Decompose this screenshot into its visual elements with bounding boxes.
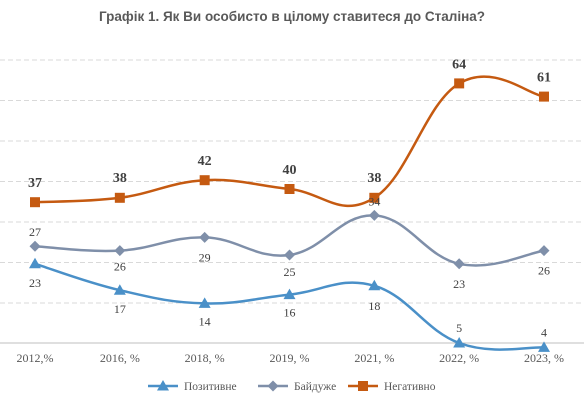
series-markers: [29, 78, 550, 352]
data-point: [29, 240, 41, 252]
data-label: 29: [199, 250, 211, 264]
legend-marker: [267, 380, 279, 392]
chart-title: Графік 1. Як Ви особисто в цілому ставит…: [99, 9, 485, 24]
x-tick-label: 2016, %: [100, 351, 140, 365]
data-label: 16: [284, 306, 296, 320]
data-point: [283, 288, 296, 300]
legend-label: Негативно: [384, 381, 436, 393]
data-point: [198, 297, 211, 308]
legend-label: Позитивне: [184, 381, 237, 393]
data-label: 18: [368, 299, 380, 313]
x-tick-label: 2023, %: [524, 351, 564, 365]
data-label: 23: [453, 277, 465, 291]
data-label: 26: [114, 260, 126, 274]
data-label: 34: [368, 194, 380, 208]
data-label: 26: [538, 264, 550, 278]
x-tick-label: 2022, %: [439, 351, 479, 365]
data-point: [368, 279, 381, 291]
data-label: 38: [113, 171, 127, 186]
x-axis-ticks: 2012,% 2016, % 2018, % 2019, % 2021, % 2022, …: [17, 351, 565, 365]
data-label: 17: [114, 302, 126, 316]
data-point: [30, 197, 40, 208]
x-tick-label: 2018, %: [185, 351, 225, 365]
data-label: 38: [367, 171, 381, 186]
data-label: 25: [284, 265, 296, 279]
data-point: [29, 257, 41, 269]
x-tick-label: 2012,%: [17, 351, 54, 365]
legend: Позитивне Байдуже Негативно: [148, 380, 436, 393]
legend-label: Байдуже: [294, 381, 336, 393]
data-label: 4: [541, 325, 547, 339]
data-point: [368, 209, 380, 221]
data-point: [113, 284, 126, 295]
data-label: 40: [283, 163, 297, 178]
data-point: [114, 192, 125, 203]
data-label: 42: [198, 154, 212, 169]
data-labels: 23 17 14 16 18 5 4 27 26 29 25 34 23 26 37 38 42 40 38 64 61: [28, 57, 551, 339]
data-point: [539, 91, 549, 102]
data-label: 64: [452, 57, 466, 72]
data-label: 5: [456, 321, 462, 335]
data-point: [369, 192, 380, 203]
legend-marker: [157, 380, 169, 391]
data-point: [284, 184, 295, 194]
data-point: [454, 78, 465, 89]
data-label: 27: [29, 225, 41, 239]
data-point: [199, 175, 210, 186]
x-tick-label: 2021, %: [354, 351, 394, 365]
x-tick-label: 2019, %: [270, 351, 310, 365]
data-label: 37: [28, 176, 42, 191]
data-point: [284, 249, 295, 261]
legend-marker: [358, 381, 368, 391]
data-label: 14: [199, 314, 211, 328]
data-point: [114, 245, 126, 257]
data-point: [538, 245, 550, 257]
data-label: 23: [29, 276, 41, 290]
data-label: 61: [537, 71, 551, 86]
data-point: [453, 337, 466, 348]
grid-lines: [0, 59, 584, 344]
data-point: [538, 341, 550, 352]
data-point: [199, 231, 211, 243]
data-point: [453, 258, 465, 270]
